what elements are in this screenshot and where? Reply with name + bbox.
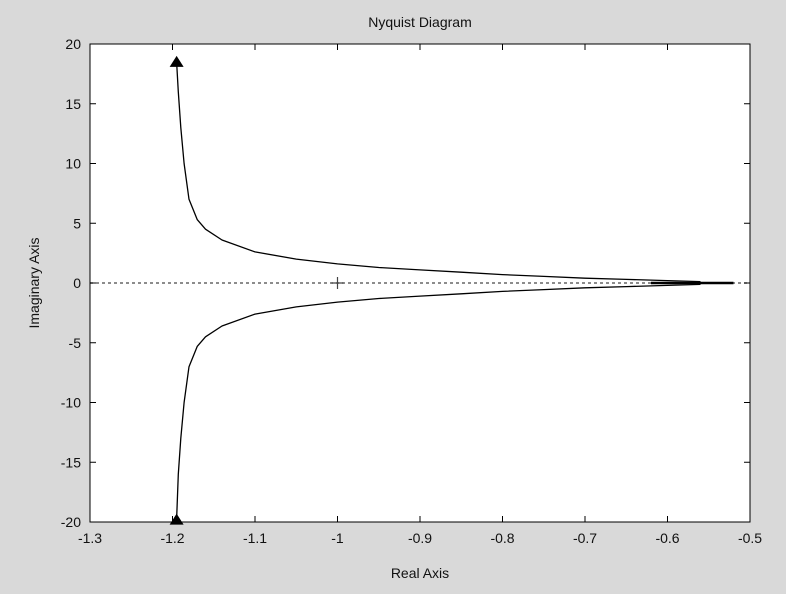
y-tick-label: 0 bbox=[73, 275, 81, 291]
series-line-1 bbox=[175, 61, 701, 283]
x-axis-label: Real Axis bbox=[391, 565, 449, 581]
x-tick-label: -1.1 bbox=[243, 530, 267, 546]
y-tick-label: 20 bbox=[65, 36, 81, 52]
y-tick-label: 10 bbox=[65, 156, 81, 172]
x-tick-label: -1.3 bbox=[78, 530, 102, 546]
series-line-2 bbox=[175, 283, 701, 520]
y-tick-label: -10 bbox=[61, 395, 81, 411]
series-layer bbox=[175, 61, 734, 520]
chart-title: Nyquist Diagram bbox=[368, 14, 471, 30]
y-tick-label: -15 bbox=[61, 454, 81, 470]
x-tick-label: -0.6 bbox=[655, 530, 679, 546]
x-axis-ticks: -1.3 -1.2 -1.1 -1 -0.9 -0.8 -0.7 -0.6 -0.5 bbox=[78, 44, 762, 546]
y-axis-label: Imaginary Axis bbox=[26, 237, 42, 328]
x-tick-label: -0.8 bbox=[490, 530, 514, 546]
x-tick-label: -1 bbox=[331, 530, 344, 546]
y-axis-ticks: 20 15 10 5 0 -5 -10 -15 -20 bbox=[61, 36, 750, 530]
y-tick-label: 15 bbox=[65, 96, 81, 112]
critical-point-marker bbox=[331, 277, 344, 289]
x-tick-label: -0.5 bbox=[738, 530, 762, 546]
y-tick-label: -5 bbox=[69, 335, 82, 351]
x-tick-label: -1.2 bbox=[160, 530, 184, 546]
y-tick-label: 5 bbox=[73, 215, 81, 231]
x-tick-label: -0.7 bbox=[573, 530, 597, 546]
direction-arrow-1 bbox=[169, 55, 184, 67]
y-tick-label: -20 bbox=[61, 514, 81, 530]
x-tick-label: -0.9 bbox=[408, 530, 432, 546]
